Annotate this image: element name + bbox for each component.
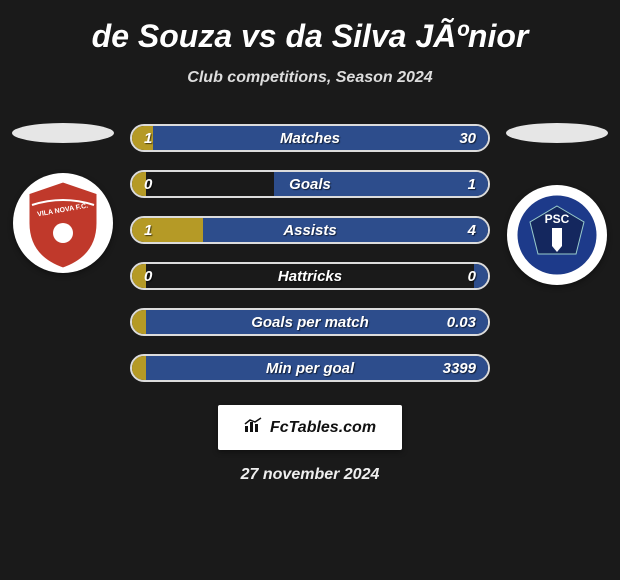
bar-track xyxy=(130,308,490,336)
bar-left xyxy=(132,126,153,150)
bar-left xyxy=(132,356,146,380)
brand-chart-icon xyxy=(244,417,262,438)
bar-right xyxy=(274,172,488,196)
brand-badge[interactable]: FcTables.com xyxy=(218,405,402,450)
bar-left xyxy=(132,310,146,334)
team-logo-right: PSC xyxy=(507,185,607,285)
page-title: de Souza vs da Silva JÃºnior xyxy=(0,18,620,55)
bar-track xyxy=(130,124,490,152)
player-shadow-left xyxy=(12,123,114,143)
right-side: PSC xyxy=(502,123,612,285)
stats-column: 1Matches30 0Goals1 1Assists4 0Hattricks0 Goa… xyxy=(130,123,490,383)
bar-left xyxy=(132,264,146,288)
brand-text: FcTables.com xyxy=(270,419,376,437)
bar-track xyxy=(130,216,490,244)
stat-row: Goals per match0.03 xyxy=(130,307,490,337)
bar-right xyxy=(203,218,488,242)
date-label: 27 november 2024 xyxy=(241,466,380,484)
bar-right xyxy=(146,356,488,380)
team-logo-left: VILA NOVA F.C. xyxy=(13,173,113,273)
bar-track xyxy=(130,170,490,198)
bar-track xyxy=(130,262,490,290)
subtitle: Club competitions, Season 2024 xyxy=(0,69,620,87)
bar-right xyxy=(153,126,488,150)
bar-left xyxy=(132,218,203,242)
stat-row: Min per goal3399 xyxy=(130,353,490,383)
left-side: VILA NOVA F.C. xyxy=(8,123,118,273)
stat-row: 1Matches30 xyxy=(130,123,490,153)
player-shadow-right xyxy=(506,123,608,143)
stat-row: 0Hattricks0 xyxy=(130,261,490,291)
svg-text:PSC: PSC xyxy=(545,212,570,226)
bar-right xyxy=(474,264,488,288)
bar-right xyxy=(146,310,488,334)
stat-row: 1Assists4 xyxy=(130,215,490,245)
bar-left xyxy=(132,172,146,196)
bar-track xyxy=(130,354,490,382)
stat-row: 0Goals1 xyxy=(130,169,490,199)
